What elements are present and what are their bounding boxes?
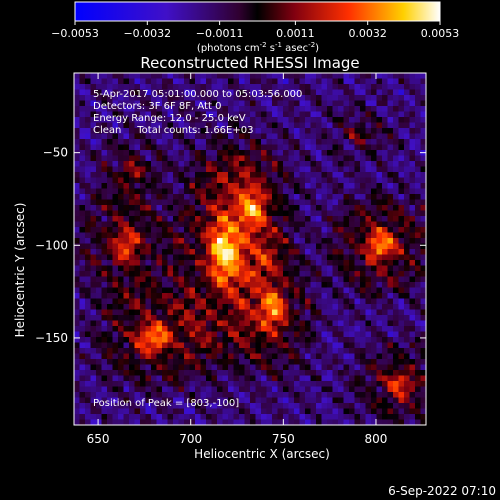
y-tick-label: −50: [43, 146, 68, 160]
info-line-0: 5-Apr-2017 05:01:00.000 to 05:03:56.000: [93, 89, 302, 100]
colorbar-tick-label: 0.0053: [421, 27, 460, 40]
x-tick-label: 650: [87, 432, 110, 446]
info-line-2: Energy Range: 12.0 - 25.0 keV: [93, 113, 246, 124]
x-axis-label: Heliocentric X (arcsec): [194, 447, 330, 461]
footer-date: 6-Sep-2022 07:10: [388, 484, 496, 498]
peak-label: Position of Peak = [803,-100]: [93, 398, 239, 409]
colorbar-units: (photons cm-2 s-1 asec-2): [197, 41, 319, 54]
chart-title: Reconstructed RHESSI Image: [140, 54, 359, 72]
colorbar-ticks: −0.0053 −0.0032 −0.0011 0.0011 0.0032 0.0053: [51, 21, 459, 40]
y-axis-label: Heliocentric Y (arcsec): [13, 203, 27, 338]
info-text: 5-Apr-2017 05:01:00.000 to 05:03:56.000 …: [93, 89, 302, 136]
x-tick-label: 700: [179, 432, 202, 446]
heatmap: [74, 73, 426, 425]
colorbar-tick-label: 0.0032: [348, 27, 387, 40]
plot-frame: [73, 72, 427, 426]
axis-ticks: 650 700 750 800 −50 −100 −150: [35, 73, 426, 446]
x-tick-label: 800: [365, 432, 388, 446]
y-tick-label: −100: [35, 238, 68, 252]
x-tick-label: 750: [272, 432, 295, 446]
colorbar-tick-label: −0.0032: [123, 27, 171, 40]
y-tick-label: −150: [35, 331, 68, 345]
colorbar: −0.0053 −0.0032 −0.0011 0.0011 0.0032 0.0053 …: [51, 1, 459, 54]
info-line-1: Detectors: 3F 6F 8F, Att 0: [93, 101, 221, 112]
colorbar-gradient: [74, 1, 441, 22]
colorbar-tick-label: 0.0011: [276, 27, 315, 40]
colorbar-tick-label: −0.0053: [51, 27, 99, 40]
info-line-3: Clean Total counts: 1.66E+03: [93, 125, 253, 136]
colorbar-tick-label: −0.0011: [196, 27, 244, 40]
